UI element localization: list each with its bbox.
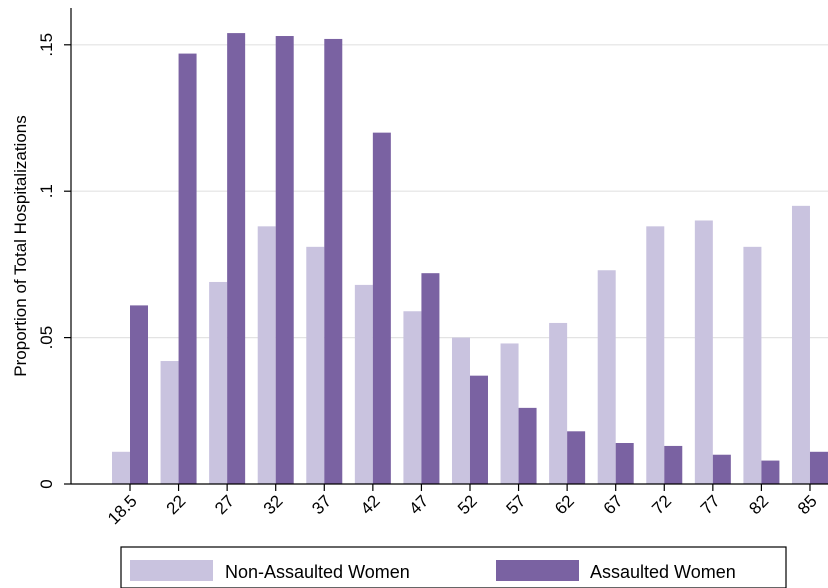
x-tick-label: 32 xyxy=(260,491,287,518)
bar-assaulted-57 xyxy=(518,407,537,484)
legend-box xyxy=(120,546,787,588)
bar-non-assaulted-22 xyxy=(160,361,179,484)
bar-non-assaulted-52 xyxy=(451,337,470,484)
x-tick-label: 22 xyxy=(163,491,190,518)
bar-assaulted-32 xyxy=(275,36,294,485)
bar-assaulted-62 xyxy=(567,431,586,484)
bar-non-assaulted-57 xyxy=(500,343,519,484)
y-tick-label: 0 xyxy=(37,479,56,488)
bar-non-assaulted-77 xyxy=(694,220,713,485)
x-tick-label: 42 xyxy=(357,491,384,518)
bar-assaulted-22 xyxy=(178,53,197,485)
x-tick-label: 77 xyxy=(697,491,724,518)
bar-non-assaulted-72 xyxy=(646,226,665,484)
x-tick-label: 27 xyxy=(211,491,238,518)
x-tick-label: 67 xyxy=(600,491,627,518)
x-tick-label: 47 xyxy=(405,491,432,518)
bar-non-assaulted-82 xyxy=(743,246,762,484)
x-axis-ticks: 18.5 22 27 32 37 42 47 52 57 62 67 72 77 82 85 xyxy=(104,484,821,528)
x-tick-label: 57 xyxy=(503,491,530,518)
bars xyxy=(112,33,828,485)
bar-non-assaulted-47 xyxy=(403,311,422,484)
x-tick-label: 85 xyxy=(794,491,821,518)
bar-non-assaulted-37 xyxy=(306,246,325,484)
bar-non-assaulted-42 xyxy=(354,284,373,484)
bar-assaulted-42 xyxy=(372,132,391,484)
bar-assaulted-72 xyxy=(664,445,683,484)
legend-swatch-non-assaulted xyxy=(130,560,213,581)
bar-assaulted-47 xyxy=(421,273,440,484)
x-tick-label: 72 xyxy=(648,491,675,518)
legend-label-assaulted: Assaulted Women xyxy=(590,562,736,582)
y-tick-label: .05 xyxy=(37,326,56,350)
y-axis-ticks: 0 .05 .1 .15 xyxy=(37,33,71,489)
y-tick-label: .15 xyxy=(37,33,56,57)
bar-non-assaulted-85 xyxy=(791,205,810,484)
bar-non-assaulted-18.5 xyxy=(112,451,130,484)
bar-assaulted-37 xyxy=(324,38,343,484)
bar-non-assaulted-27 xyxy=(209,281,228,484)
bar-assaulted-77 xyxy=(712,454,731,484)
legend: Non-Assaulted Women Assaulted Women xyxy=(120,546,787,588)
bar-assaulted-27 xyxy=(227,33,246,484)
bar-assaulted-18.5 xyxy=(130,305,148,484)
legend-label-non-assaulted: Non-Assaulted Women xyxy=(225,562,410,582)
y-axis-title: Proportion of Total Hospitalizations xyxy=(11,115,30,376)
x-tick-label: 18.5 xyxy=(104,491,141,528)
legend-swatch-assaulted xyxy=(496,560,579,581)
x-tick-label: 52 xyxy=(454,491,481,518)
bar-assaulted-82 xyxy=(761,460,780,484)
bar-assaulted-85 xyxy=(809,451,828,484)
x-tick-label: 82 xyxy=(745,491,772,518)
y-tick-label: .1 xyxy=(37,184,56,198)
bar-assaulted-67 xyxy=(615,443,634,484)
bar-non-assaulted-67 xyxy=(597,270,616,484)
bar-non-assaulted-32 xyxy=(257,226,276,484)
bar-assaulted-52 xyxy=(469,375,488,484)
x-tick-label: 62 xyxy=(551,491,578,518)
bar-non-assaulted-62 xyxy=(549,322,568,484)
x-tick-label: 37 xyxy=(308,491,335,518)
